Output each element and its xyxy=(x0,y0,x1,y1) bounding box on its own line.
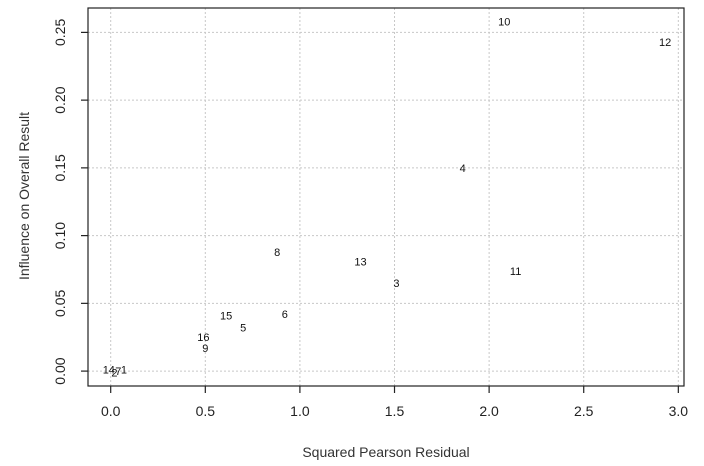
y-tick-label: 0.10 xyxy=(52,222,68,249)
plot-frame xyxy=(87,7,685,387)
data-point-2: 2 xyxy=(111,367,117,379)
y-axis-title: Influence on Overall Result xyxy=(16,112,32,280)
y-tick-label: 0.00 xyxy=(52,357,68,384)
data-point-1: 1 xyxy=(121,365,127,377)
data-point-10: 10 xyxy=(498,17,510,29)
x-tick-label: 3.0 xyxy=(669,403,689,419)
y-tick-label: 0.15 xyxy=(52,154,68,181)
x-axis-title: Squared Pearson Residual xyxy=(302,444,469,460)
data-point-7: 7 xyxy=(115,366,121,378)
data-point-4: 4 xyxy=(460,163,466,175)
grid-lines xyxy=(88,8,684,386)
data-point-16: 16 xyxy=(197,332,209,344)
x-tick-label: 1.0 xyxy=(290,403,310,419)
y-axis: 0.00 0.05 0.10 0.15 0.20 0.25 xyxy=(52,19,88,385)
data-point-5: 5 xyxy=(240,323,246,335)
data-point-8: 8 xyxy=(274,247,280,259)
x-tick-label: 1.5 xyxy=(385,403,405,419)
x-tick-label: 0.0 xyxy=(101,403,121,419)
x-tick-label: 2.0 xyxy=(479,403,499,419)
data-point-13: 13 xyxy=(354,256,366,268)
data-point-14: 14 xyxy=(103,365,115,377)
data-point-9: 9 xyxy=(202,343,208,355)
x-tick-label: 0.5 xyxy=(196,403,216,419)
data-point-6: 6 xyxy=(282,309,288,321)
data-point-11: 11 xyxy=(510,266,521,278)
y-tick-label: 0.25 xyxy=(52,19,68,46)
data-point-15: 15 xyxy=(220,311,232,323)
data-point-12: 12 xyxy=(659,37,671,49)
x-tick-label: 2.5 xyxy=(574,403,594,419)
y-tick-label: 0.20 xyxy=(52,86,68,113)
x-axis: 0.0 0.5 1.0 1.5 2.0 2.5 3.0 xyxy=(101,386,688,419)
data-point-3: 3 xyxy=(393,278,399,290)
y-tick-label: 0.05 xyxy=(52,290,68,317)
